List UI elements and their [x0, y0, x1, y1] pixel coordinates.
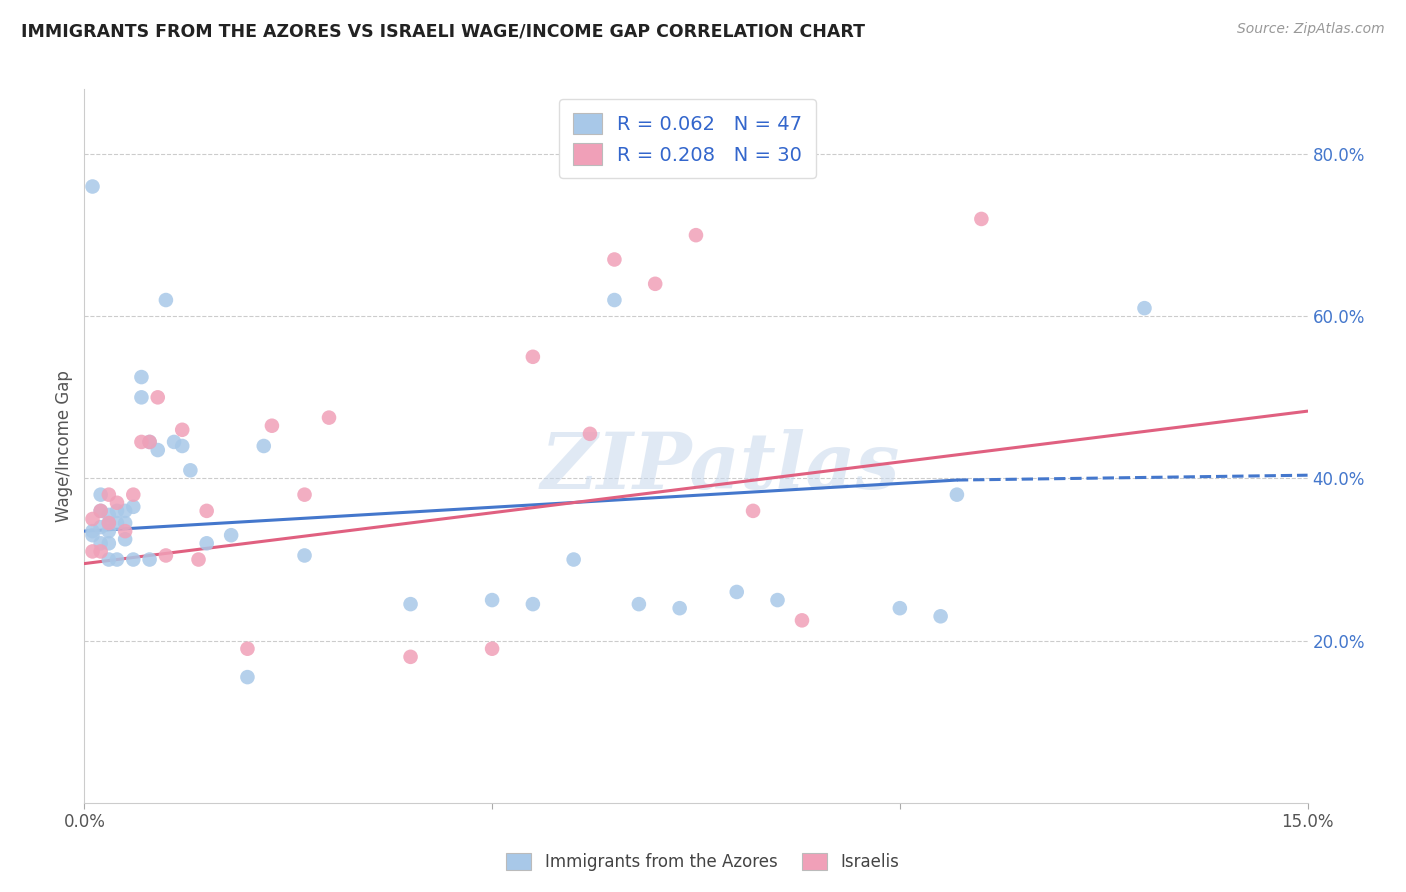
Point: [260, 418, 283, 433]
Point: [253, 439, 276, 453]
Point: [146, 390, 169, 404]
Point: [236, 641, 259, 656]
Point: [82, 544, 104, 558]
Point: [685, 228, 707, 243]
Point: [131, 390, 153, 404]
Legend: Immigrants from the Azores, Israelis: Immigrants from the Azores, Israelis: [498, 845, 908, 880]
Point: [929, 609, 952, 624]
Point: [97, 508, 120, 522]
Point: [1133, 301, 1156, 315]
Point: [155, 293, 177, 307]
Point: [318, 410, 340, 425]
Point: [725, 585, 748, 599]
Point: [138, 434, 160, 449]
Point: [970, 211, 993, 226]
Point: [114, 516, 136, 530]
Y-axis label: Wage/Income Gap: Wage/Income Gap: [55, 370, 73, 522]
Point: [146, 443, 169, 458]
Point: [97, 488, 120, 502]
Point: [579, 426, 602, 441]
Point: [742, 504, 765, 518]
Point: [131, 370, 153, 384]
Text: Source: ZipAtlas.com: Source: ZipAtlas.com: [1237, 22, 1385, 37]
Point: [155, 549, 177, 563]
Point: [399, 649, 422, 664]
Point: [82, 524, 104, 538]
Point: [122, 552, 145, 566]
Point: [187, 552, 209, 566]
Point: [790, 613, 813, 627]
Point: [946, 488, 969, 502]
Point: [97, 516, 120, 530]
Point: [294, 549, 316, 563]
Point: [105, 552, 128, 566]
Point: [122, 488, 145, 502]
Point: [294, 488, 316, 502]
Point: [114, 504, 136, 518]
Point: [105, 516, 128, 530]
Point: [114, 524, 136, 538]
Point: [172, 439, 194, 453]
Point: [481, 641, 503, 656]
Point: [219, 528, 242, 542]
Text: IMMIGRANTS FROM THE AZORES VS ISRAELI WAGE/INCOME GAP CORRELATION CHART: IMMIGRANTS FROM THE AZORES VS ISRAELI WA…: [21, 22, 865, 40]
Point: [90, 488, 112, 502]
Point: [90, 544, 112, 558]
Point: [82, 512, 104, 526]
Point: [82, 528, 104, 542]
Point: [131, 434, 153, 449]
Text: ZIPatlas: ZIPatlas: [541, 429, 900, 506]
Point: [105, 504, 128, 518]
Point: [195, 504, 218, 518]
Point: [97, 552, 120, 566]
Point: [522, 597, 544, 611]
Point: [627, 597, 650, 611]
Point: [90, 536, 112, 550]
Point: [97, 524, 120, 538]
Point: [172, 423, 194, 437]
Point: [163, 434, 186, 449]
Point: [889, 601, 911, 615]
Point: [236, 670, 259, 684]
Point: [766, 593, 789, 607]
Point: [481, 593, 503, 607]
Point: [105, 496, 128, 510]
Point: [603, 252, 626, 267]
Point: [562, 552, 585, 566]
Point: [399, 597, 422, 611]
Point: [195, 536, 218, 550]
Point: [179, 463, 201, 477]
Point: [522, 350, 544, 364]
Point: [90, 504, 112, 518]
Point: [122, 500, 145, 514]
Point: [138, 434, 160, 449]
Point: [90, 504, 112, 518]
Point: [603, 293, 626, 307]
Point: [97, 516, 120, 530]
Point: [138, 552, 160, 566]
Point: [97, 536, 120, 550]
Point: [644, 277, 666, 291]
Point: [90, 520, 112, 534]
Point: [82, 179, 104, 194]
Point: [668, 601, 690, 615]
Legend: R = 0.062   N = 47, R = 0.208   N = 30: R = 0.062 N = 47, R = 0.208 N = 30: [560, 99, 815, 178]
Point: [114, 533, 136, 547]
